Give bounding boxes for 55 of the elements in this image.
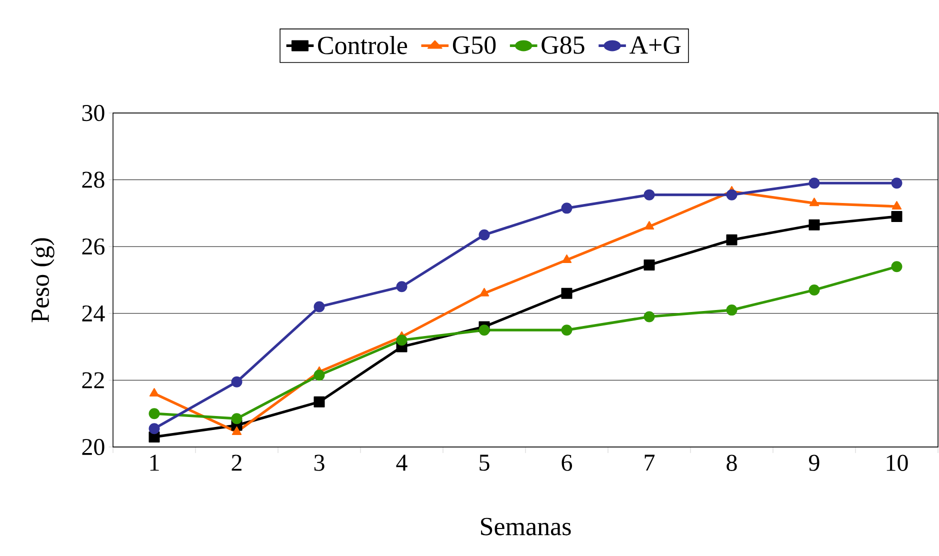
point xyxy=(808,178,820,189)
point xyxy=(478,229,490,240)
point xyxy=(478,324,490,336)
legend-label: G50 xyxy=(452,36,496,54)
legend-label: G85 xyxy=(542,36,584,54)
point xyxy=(891,261,902,272)
point xyxy=(726,304,738,316)
point xyxy=(314,370,325,381)
point xyxy=(479,288,490,296)
y-tick-label: 28 xyxy=(82,172,104,188)
point xyxy=(231,413,242,424)
point xyxy=(891,211,902,222)
point xyxy=(149,388,160,397)
point xyxy=(148,423,160,434)
point xyxy=(231,376,242,388)
x-tick-label: 9 xyxy=(809,454,820,471)
x-tick-label: 8 xyxy=(726,454,737,471)
x-tick-label: 7 xyxy=(644,454,655,471)
point xyxy=(561,288,572,299)
x-tick-label: 10 xyxy=(886,454,908,471)
y-tick-label: 26 xyxy=(82,238,104,255)
x-axis-title: Semanas xyxy=(481,518,571,536)
y-tick-label: 24 xyxy=(82,305,105,322)
point xyxy=(232,426,242,435)
point xyxy=(644,221,654,230)
point xyxy=(561,324,572,336)
x-tick-label: 3 xyxy=(314,454,324,471)
point xyxy=(396,281,408,292)
x-tick-label: 5 xyxy=(480,454,490,471)
point xyxy=(809,198,820,206)
point xyxy=(314,301,325,312)
point xyxy=(562,254,572,263)
point xyxy=(891,178,902,189)
y-tick-label: 30 xyxy=(82,104,104,122)
y-tick-label: 20 xyxy=(82,438,104,456)
point xyxy=(644,259,655,270)
legend-label: Controle xyxy=(318,36,408,54)
point xyxy=(396,334,408,346)
point xyxy=(726,189,738,200)
x-tick-label: 6 xyxy=(562,454,572,471)
point xyxy=(808,284,820,296)
x-tick-label: 4 xyxy=(396,454,408,471)
y-axis-title: Peso (g) xyxy=(30,238,54,322)
point xyxy=(808,219,820,230)
point xyxy=(314,396,325,408)
legend-label: A+G xyxy=(629,36,681,54)
x-tick-label: 1 xyxy=(150,454,159,471)
x-tick-label: 2 xyxy=(232,454,242,471)
point xyxy=(148,408,160,420)
point xyxy=(644,189,655,200)
point xyxy=(561,202,572,214)
point xyxy=(892,201,902,210)
point xyxy=(644,311,655,322)
y-tick-label: 22 xyxy=(82,372,104,388)
point xyxy=(726,234,738,246)
